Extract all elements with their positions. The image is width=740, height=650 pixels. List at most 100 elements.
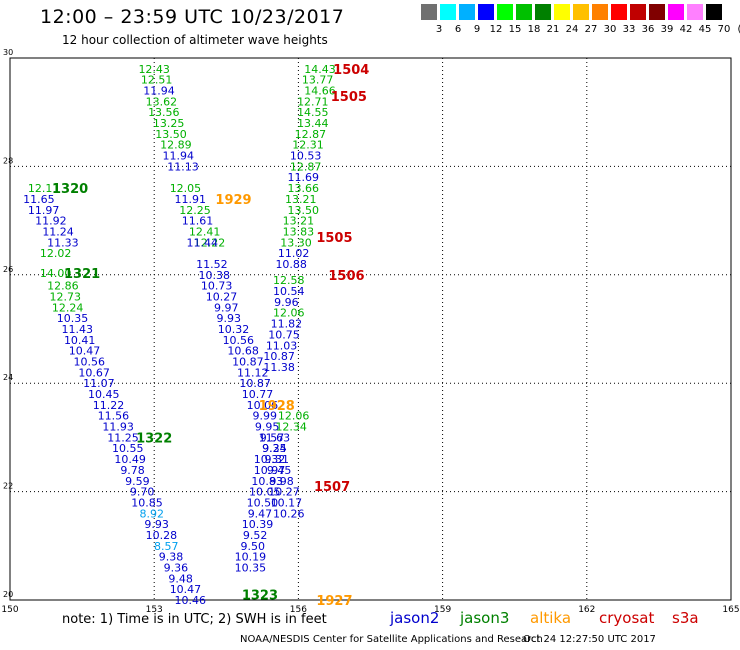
wave-height-value: 13.77: [302, 74, 334, 87]
wave-height-value: 14.66: [304, 85, 336, 98]
wave-height-value: 11.07: [83, 377, 115, 390]
scale-swatch: [687, 4, 703, 20]
wave-height-value: 10.41: [64, 334, 96, 347]
x-tick-label: 162: [578, 605, 595, 615]
wave-height-value: 12.71: [297, 95, 329, 108]
y-tick-label: 24: [3, 373, 13, 382]
wave-height-value: 9.70: [130, 486, 155, 499]
wave-height-value: 9.34: [262, 442, 287, 455]
wave-height-value: 10.77: [242, 388, 274, 401]
scale-swatch: [611, 4, 627, 20]
wave-height-value: 9.93: [144, 518, 169, 531]
wave-height-value: 9.25: [262, 442, 287, 455]
y-tick-label: 28: [3, 156, 13, 165]
legend-jason2: jason2: [390, 609, 440, 627]
wave-height-value: 11.13: [167, 160, 199, 173]
wave-height-value: 10.85: [131, 496, 163, 509]
wave-height-value: 12.22: [194, 236, 226, 249]
y-tick-label: 20: [3, 590, 13, 599]
wave-height-value: 12.89: [160, 139, 192, 152]
wave-height-value: 9.52: [243, 529, 268, 542]
scale-swatch: [630, 4, 646, 20]
generation-timestamp: Oct 24 12:27:50 UTC 2017: [523, 634, 656, 645]
wave-height-value: 10.67: [78, 366, 110, 379]
wave-height-value: 11.03: [266, 339, 298, 352]
wave-height-value: 10.53: [290, 150, 322, 163]
wave-height-value: 13.25: [153, 117, 185, 130]
wave-height-value: 12.24: [52, 301, 84, 314]
wave-height-value: 11.65: [23, 193, 55, 206]
x-tick-label: 159: [434, 605, 451, 615]
wave-height-value: 11.24: [42, 225, 74, 238]
scale-swatch: [535, 4, 551, 20]
wave-height-value: 9.50: [240, 540, 265, 553]
wave-height-value: 12.58: [273, 274, 305, 287]
wave-height-value: 13.62: [146, 95, 178, 108]
wave-height-value: 10.87: [239, 377, 271, 390]
wave-height-value: 13.66: [287, 182, 319, 195]
wave-height-value: 10.83: [251, 475, 283, 488]
wave-height-value: 11.63: [259, 431, 291, 444]
wave-height-value: 11.43: [62, 323, 94, 336]
wave-height-value: 10.97: [254, 464, 286, 477]
scale-label: 18: [527, 24, 541, 35]
pass-time-label: 1506: [328, 269, 364, 284]
wave-height-value: 10.68: [227, 345, 259, 358]
pass-time-label: 1928: [259, 399, 295, 414]
pass-time-label: 1505: [331, 90, 367, 105]
scale-label: 15: [508, 24, 522, 35]
wave-height-value: 11.94: [143, 85, 175, 98]
wave-height-value: 9.57: [260, 431, 285, 444]
wave-height-value: 10.27: [206, 290, 238, 303]
pass-time-label: 1505: [316, 231, 352, 246]
scale-label: 6: [454, 24, 462, 35]
wave-height-value: 11.25: [107, 431, 139, 444]
wave-height-value: 11.02: [278, 247, 310, 260]
scale-label: 36: [641, 24, 655, 35]
wave-height-value: 10.47: [170, 583, 202, 596]
scale-label: 24: [565, 24, 579, 35]
wave-height-value: 12.11: [28, 182, 60, 195]
pass-time-label: 1929: [215, 193, 251, 208]
wave-height-value: 9.38: [159, 551, 184, 564]
wave-height-value: 10.47: [69, 345, 101, 358]
wave-height-value: 11.22: [93, 399, 125, 412]
scale-swatch: [706, 4, 722, 20]
wave-height-value: 9.36: [164, 561, 189, 574]
wave-height-value: 11.92: [35, 215, 67, 228]
wave-height-value: 12.87: [290, 160, 322, 173]
wave-height-value: 9.48: [168, 572, 193, 585]
wave-height-value: 9.78: [120, 464, 145, 477]
pass-time-label: 1320: [52, 182, 88, 197]
wave-height-value: 11.38: [263, 361, 295, 374]
wave-height-value: 11.69: [287, 171, 319, 184]
wave-height-value: 10.75: [268, 328, 300, 341]
scale-label: 30: [603, 24, 617, 35]
scale-swatch: [516, 4, 532, 20]
y-tick-label: 26: [3, 265, 13, 274]
wave-height-value: 9.47: [248, 507, 273, 520]
wave-height-value: 11.82: [271, 318, 303, 331]
legend-s3a: s3a: [672, 609, 699, 627]
map-subtitle: 12 hour collection of altimeter wave hei…: [62, 33, 328, 47]
pass-time-label: 1323: [242, 589, 278, 604]
wave-height-value: 10.87: [232, 356, 264, 369]
wave-height-value: 9.59: [125, 475, 150, 488]
wave-height-value: 14.55: [297, 106, 329, 119]
wave-height-value: 13.83: [283, 225, 315, 238]
scale-label: 39: [660, 24, 674, 35]
scale-swatch: [478, 4, 494, 20]
wave-height-value: 11.97: [28, 204, 60, 217]
scale-label: 3: [435, 24, 443, 35]
wave-height-value: 12.02: [40, 247, 72, 260]
wave-height-value: 10.38: [199, 269, 231, 282]
wave-height-value: 10.05: [249, 486, 281, 499]
legend-jason3: jason3: [460, 609, 510, 627]
wave-height-value: 12.06: [278, 410, 310, 423]
wave-height-value: 12.51: [141, 74, 173, 87]
legend-cryosat: cryosat: [599, 609, 655, 627]
wave-height-value: 12.86: [47, 280, 79, 293]
wave-height-value: 12.73: [50, 290, 82, 303]
map-frame: [9, 57, 732, 601]
wave-height-value: 10.27: [268, 486, 300, 499]
